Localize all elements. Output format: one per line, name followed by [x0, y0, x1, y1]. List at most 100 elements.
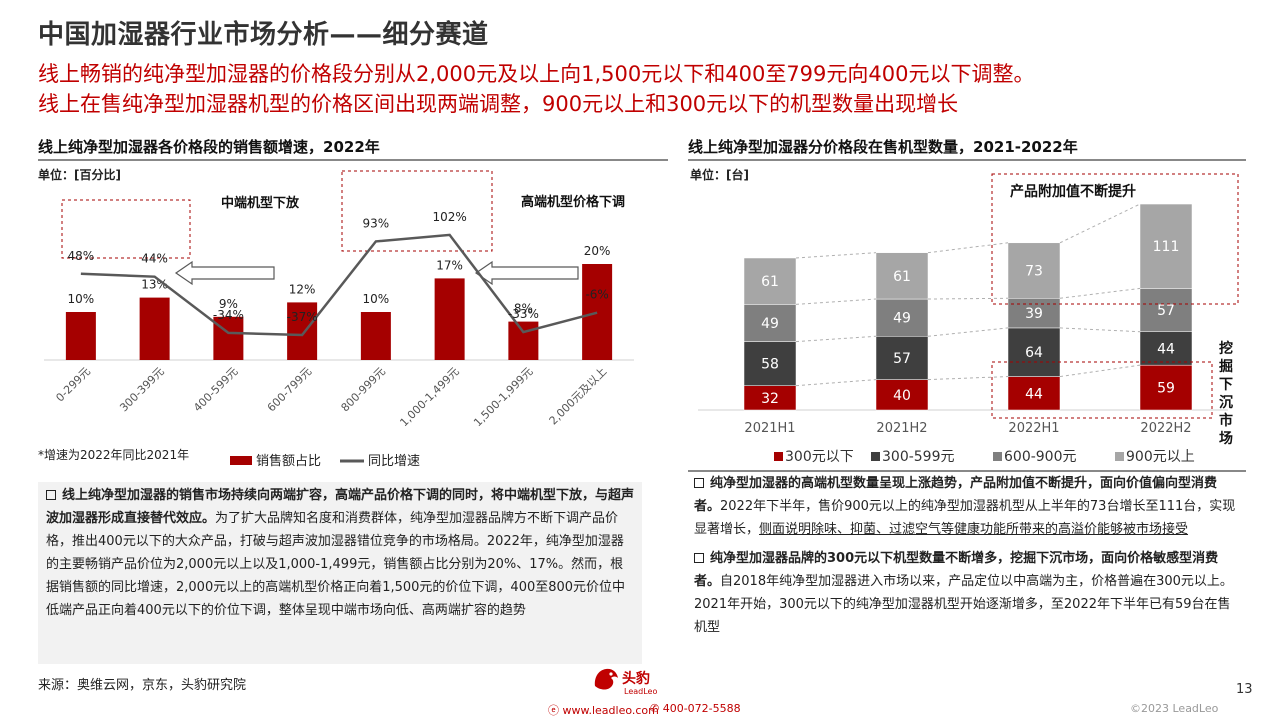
- legend-bar-swatch: [230, 456, 252, 465]
- connector-2-2: [1059, 287, 1141, 299]
- stack-label-3-1: 44: [1157, 341, 1175, 357]
- legend-label-0: 300元以下: [785, 449, 854, 465]
- bar-label-2: 9%: [219, 297, 238, 311]
- stack-label-0-1: 58: [761, 357, 779, 373]
- highlight-box-bottom: [991, 361, 1213, 419]
- legend-label-2: 600-900元: [1004, 449, 1077, 465]
- logo-subtext: LeadLeo: [624, 687, 658, 696]
- phone-icon: ✆: [650, 702, 663, 715]
- connector-1-0: [927, 376, 1009, 381]
- growth-line: [80, 233, 598, 337]
- right-title-rule: [688, 159, 1246, 161]
- legend-swatch-2: [993, 452, 1002, 461]
- left-chart-unit: 单位：[百分比]: [38, 168, 121, 182]
- stack-3-3: [1139, 203, 1193, 289]
- phone-text: 400-072-5588: [662, 702, 741, 715]
- stack-2-0: [1007, 376, 1061, 411]
- left-chart-title: 线上纯净型加湿器各价格段的销售额增速，2022年: [38, 138, 380, 156]
- stack-1-2: [875, 298, 929, 337]
- stack-3-1: [1139, 331, 1193, 366]
- connector-1-3: [927, 242, 1009, 254]
- checkbox-bullet-icon: [694, 478, 704, 488]
- left-title-rule: [38, 159, 668, 161]
- line-label-2: -34%: [213, 308, 244, 322]
- stack-label-2-2: 39: [1025, 306, 1043, 322]
- category-label-1: 300-399元: [117, 365, 166, 414]
- right-paragraph-2: 纯净型加湿器品牌的300元以下机型数量不断增多，挖掘下沉市场，面向价格敏感型消费…: [694, 547, 1240, 639]
- stack-label-3-3: 111: [1153, 239, 1180, 255]
- right-paragraph-1: 纯净型加湿器的高端机型数量呈现上涨趋势，产品附加值不断提升，面向价值偏向型消费者…: [694, 472, 1240, 541]
- logo-text: 头豹: [622, 671, 650, 687]
- right-text-box: 纯净型加湿器的高端机型数量呈现上涨趋势，产品附加值不断提升，面向价值偏向型消费者…: [688, 470, 1246, 664]
- right-chart-unit: 单位：[台]: [690, 168, 749, 182]
- stack-label-1-1: 57: [893, 351, 911, 367]
- page-title: 中国加湿器行业市场分析——细分赛道: [38, 20, 489, 50]
- stack-1-1: [875, 336, 929, 380]
- browser-icon: ⓔ: [548, 704, 563, 717]
- stack-0-3: [743, 257, 797, 305]
- annotation-side-char-3: 沉: [1219, 394, 1233, 411]
- line-label-7: -6%: [585, 288, 608, 302]
- annotation-side-char-4: 市: [1219, 412, 1233, 429]
- source-note: 来源：奥维云网，京东，头豹研究院: [38, 678, 247, 693]
- category-label-1: 2021H2: [876, 421, 927, 436]
- category-label-6: 1,500-1,999元: [471, 365, 535, 429]
- connector-2-3: [1059, 203, 1141, 244]
- category-label-3: 2022H2: [1140, 421, 1191, 436]
- stack-3-2: [1139, 288, 1193, 332]
- right-underline-text: 侧面说明除味、抑菌、过滤空气等健康功能所带来的高溢价能够被市场接受: [759, 522, 1189, 537]
- bar-label-7: 20%: [584, 244, 611, 258]
- legend-label-3: 900元以上: [1126, 449, 1195, 465]
- website-link[interactable]: ⓔ www.leadleo.com: [548, 702, 659, 718]
- headline-1: 线上畅销的纯净型加湿器的价格段分别从2,000元及以上向1,500元以下和400…: [38, 62, 1035, 86]
- line-label-1: 44%: [141, 252, 168, 266]
- stack-label-0-3: 61: [761, 274, 779, 290]
- bar-label-6: 8%: [514, 302, 533, 316]
- left-body-text: 为了扩大品牌知名度和消费群体，纯净型加湿器品牌方不断下调产品价格，推出400元以…: [46, 511, 626, 618]
- leopard-logo-icon: [594, 668, 618, 690]
- right-body-text-1: 2022年下半年，售价900元以上的纯净型加湿器机型从上半年的73台增长至111…: [694, 499, 1236, 537]
- phone-number[interactable]: ✆ 400-072-5588: [650, 702, 741, 715]
- bar-3: [287, 302, 318, 360]
- bar-4: [360, 312, 391, 360]
- stack-0-0: [743, 385, 797, 411]
- stack-label-2-1: 64: [1025, 345, 1043, 361]
- left-bold-text: 线上纯净型加湿器的销售市场持续向两端扩容，高端产品价格下调的同时，将中端机型下放…: [46, 488, 635, 526]
- left-text-box: 线上纯净型加湿器的销售市场持续向两端扩容，高端产品价格下调的同时，将中端机型下放…: [38, 482, 642, 664]
- right-bold-text-1: 纯净型加湿器的高端机型数量呈现上涨趋势，产品附加值不断提升，面向价值偏向型消费者…: [694, 476, 1218, 514]
- highlight-box-low: [61, 199, 191, 259]
- category-label-7: 2,000元及以上: [547, 365, 610, 428]
- stack-label-1-2: 49: [893, 311, 911, 327]
- annotation-top: 产品附加值不断提升: [1010, 183, 1136, 200]
- connector-0-3: [795, 252, 877, 259]
- right-chart-title: 线上纯净型加湿器分价格段在售机型数量，2021-2022年: [688, 138, 1078, 156]
- bar-label-0: 10%: [68, 292, 95, 306]
- category-label-0: 0-299元: [53, 365, 93, 405]
- right-chart: 32 58 49 61 2021H1 40 57 49 61 2021H2 44 64 39 73 2022…: [698, 173, 1239, 465]
- stack-2-2: [1007, 298, 1061, 329]
- connector-2-1: [1059, 327, 1141, 333]
- left-arrow-mid: [174, 260, 275, 286]
- left-arrow-high: [474, 260, 579, 286]
- bar-0: [65, 312, 96, 360]
- connector-1-2: [927, 297, 1009, 300]
- right-body-text-2: 自2018年纯净型加湿器进入市场以来，产品定位以中高端为主，价格普遍在300元以…: [694, 574, 1233, 635]
- line-label-6: -33%: [508, 307, 539, 321]
- left-chart: 10%13%9%12%10%17%8%20%48% 44%-34% -37%93% 1…: [38, 170, 634, 469]
- category-label-4: 800-999元: [339, 365, 388, 414]
- connector-0-2: [795, 298, 877, 305]
- legend-label-1: 300-599元: [882, 449, 955, 465]
- connector-2-0: [1059, 364, 1141, 378]
- legend-bar-label: 销售额占比: [256, 453, 321, 469]
- bar-5: [434, 278, 465, 360]
- footnote: *增速为2022年同比2021年: [38, 448, 189, 462]
- stack-2-3: [1007, 242, 1061, 299]
- stack-label-1-0: 40: [893, 388, 911, 404]
- stack-label-3-2: 57: [1157, 303, 1175, 319]
- highlight-box-top: [991, 173, 1239, 305]
- bar-6: [508, 321, 539, 360]
- annotation-side-char-5: 场: [1219, 431, 1233, 447]
- right-bold-text-2: 纯净型加湿器品牌的300元以下机型数量不断增多，挖掘下沉市场，面向价格敏感型消费…: [694, 551, 1219, 589]
- bar-label-3: 12%: [289, 282, 316, 296]
- stack-label-1-3: 61: [893, 269, 911, 285]
